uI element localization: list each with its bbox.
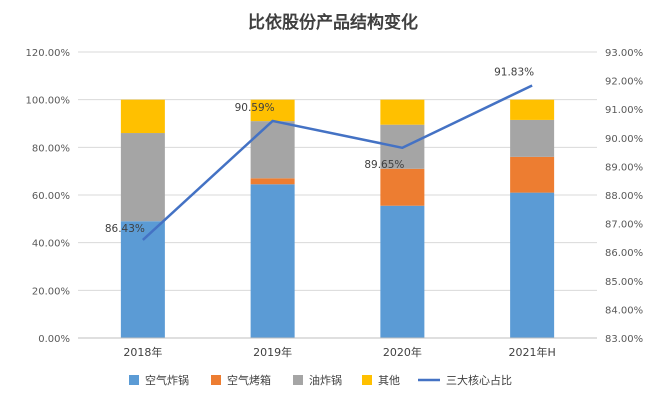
- y2-tick-label: 86.00%: [605, 248, 643, 259]
- legend-swatch: [211, 375, 221, 385]
- x-axis: 2018年 2019年 2020年 2021年H: [78, 337, 597, 359]
- y2-tick-label: 88.00%: [605, 191, 643, 202]
- legend-swatch: [293, 375, 303, 385]
- legend-swatch: [129, 375, 139, 385]
- bar-segment: [510, 119, 555, 157]
- x-tick-label: 2021年H: [508, 345, 555, 359]
- bar-segment: [250, 178, 295, 185]
- line-series: 86.43% 90.59% 89.65% 91.83%: [105, 66, 534, 241]
- y2-tick-label: 87.00%: [605, 220, 643, 231]
- bar-segment: [250, 99, 295, 122]
- bar-segment: [250, 121, 295, 179]
- bars: [120, 99, 555, 338]
- x-tick-label: 2018年: [123, 345, 162, 359]
- bar-segment: [120, 133, 165, 222]
- legend-label: 油炸锅: [309, 373, 342, 387]
- data-label: 90.59%: [235, 102, 275, 114]
- y-tick-label: 20.00%: [32, 286, 70, 297]
- y2-tick-label: 91.00%: [605, 105, 643, 116]
- y2-tick-label: 85.00%: [605, 277, 643, 288]
- y2-tick-label: 93.00%: [605, 48, 643, 59]
- y-tick-label: 120.00%: [26, 48, 71, 59]
- y2-tick-label: 89.00%: [605, 162, 643, 173]
- line-path: [142, 84, 533, 241]
- legend-label: 其他: [378, 374, 400, 387]
- legend-label: 空气烤箱: [227, 373, 271, 387]
- y-tick-label: 80.00%: [32, 143, 70, 154]
- y2-tick-label: 90.00%: [605, 134, 643, 145]
- bar-segment: [380, 168, 425, 206]
- legend-label: 空气炸锅: [145, 373, 189, 387]
- bar-segment: [510, 192, 555, 338]
- bar-segment: [120, 221, 165, 338]
- y-tick-label: 100.00%: [26, 96, 71, 107]
- data-label: 91.83%: [494, 66, 534, 78]
- bar-segment: [120, 99, 165, 134]
- y2-tick-label: 84.00%: [605, 305, 643, 316]
- bar-segment: [250, 184, 295, 338]
- data-label: 89.65%: [364, 159, 404, 171]
- bar-segment: [510, 99, 555, 120]
- y2-tick-label: 92.00%: [605, 77, 643, 88]
- bar-segment: [380, 99, 425, 125]
- bar-segment: [380, 205, 425, 338]
- x-tick-label: 2019年: [253, 345, 292, 359]
- y-tick-label: 0.00%: [38, 334, 70, 345]
- y-axis-right: 83.00% 84.00% 85.00% 86.00% 87.00% 88.00% 89.0…: [605, 48, 643, 345]
- legend-label: 三大核心占比: [446, 373, 512, 387]
- data-label: 86.43%: [105, 223, 145, 235]
- y-tick-label: 40.00%: [32, 239, 70, 250]
- y-axis-left: 0.00% 20.00% 40.00% 60.00% 80.00% 100.00% 120.…: [26, 48, 71, 345]
- chart-title: 比依股份产品结构变化: [248, 12, 418, 33]
- legend: 空气炸锅 空气烤箱 油炸锅 其他 三大核心占比: [129, 373, 512, 387]
- y-tick-label: 60.00%: [32, 191, 70, 202]
- x-tick-label: 2020年: [383, 345, 422, 359]
- bar-segment: [510, 156, 555, 193]
- legend-swatch: [362, 375, 372, 385]
- y2-tick-label: 83.00%: [605, 334, 643, 345]
